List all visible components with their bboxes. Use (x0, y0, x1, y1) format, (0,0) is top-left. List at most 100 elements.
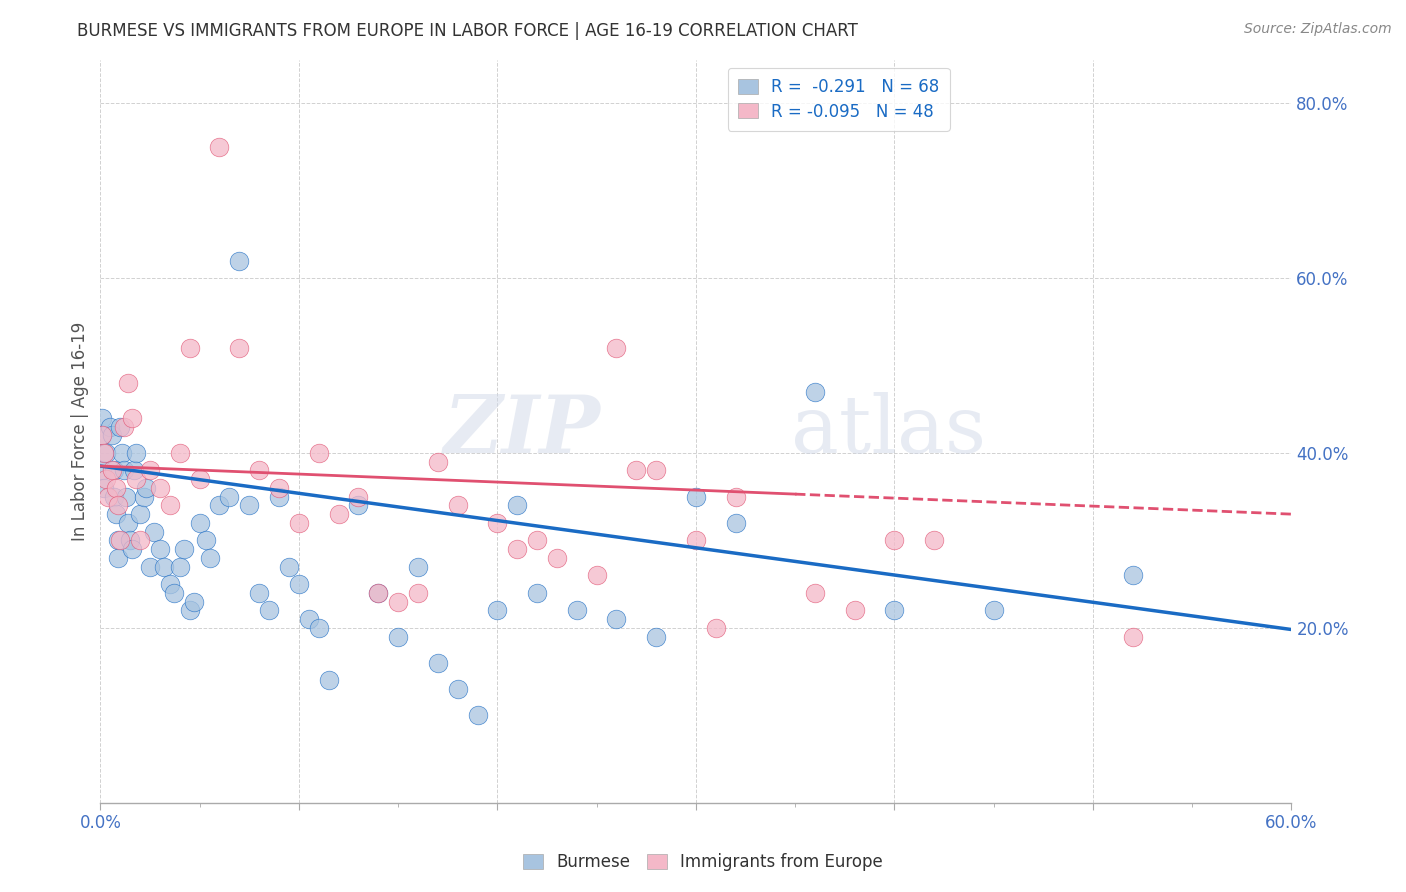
Point (406, 586, 429, 600)
Point (367, 586, 389, 600)
Point (120, 533, 142, 548)
Point (486, 516, 509, 530)
Point (883, 533, 905, 548)
Point (447, 681, 470, 696)
Point (121, 542, 143, 557)
Point (135, 481, 157, 495)
Point (107, 550, 129, 565)
Point (97, 490, 120, 504)
Point (685, 490, 707, 504)
Point (169, 446, 191, 460)
Point (129, 533, 152, 548)
Point (91, 428, 114, 442)
Text: Source: ZipAtlas.com: Source: ZipAtlas.com (1244, 22, 1392, 37)
Point (724, 516, 747, 530)
Point (112, 463, 135, 477)
Y-axis label: In Labor Force | Age 16-19: In Labor Force | Age 16-19 (72, 321, 89, 541)
Point (406, 559, 429, 574)
Point (91, 411, 114, 425)
Point (257, 603, 280, 617)
Point (107, 533, 129, 548)
Point (103, 490, 125, 504)
Point (238, 499, 260, 513)
Point (883, 603, 905, 617)
Point (149, 481, 172, 495)
Point (208, 140, 231, 154)
Point (132, 490, 155, 504)
Point (318, 673, 340, 688)
Point (804, 586, 827, 600)
Point (626, 463, 648, 477)
Point (526, 586, 548, 600)
Legend: Burmese, Immigrants from Europe: Burmese, Immigrants from Europe (515, 845, 891, 880)
Point (159, 499, 181, 513)
Point (546, 550, 568, 565)
Text: atlas: atlas (792, 392, 987, 470)
Point (108, 533, 131, 548)
Point (179, 603, 201, 617)
Point (111, 446, 134, 460)
Point (108, 419, 131, 434)
Point (704, 621, 727, 635)
Point (117, 376, 139, 390)
Point (922, 533, 945, 548)
Point (367, 586, 389, 600)
Point (506, 499, 529, 513)
Point (112, 419, 135, 434)
Point (163, 586, 186, 600)
Point (387, 594, 409, 608)
Point (347, 499, 370, 513)
Point (208, 499, 231, 513)
Point (218, 490, 240, 504)
Point (96, 446, 118, 460)
Point (447, 499, 470, 513)
Point (122, 463, 145, 477)
Legend: R =  -0.291   N = 68, R = -0.095   N = 48: R = -0.291 N = 68, R = -0.095 N = 48 (728, 68, 949, 130)
Text: ZIP: ZIP (444, 392, 600, 470)
Point (724, 490, 747, 504)
Point (198, 550, 221, 565)
Point (228, 341, 250, 355)
Point (93, 446, 115, 460)
Point (98, 419, 121, 434)
Point (328, 507, 350, 521)
Point (267, 481, 290, 495)
Point (101, 428, 124, 442)
Point (426, 455, 449, 469)
Point (288, 516, 311, 530)
Point (121, 411, 143, 425)
Point (115, 490, 138, 504)
Point (105, 507, 128, 521)
Point (247, 586, 270, 600)
Point (685, 533, 707, 548)
Point (844, 603, 866, 617)
Point (117, 516, 139, 530)
Point (585, 568, 607, 582)
Point (288, 577, 311, 591)
Point (467, 708, 489, 723)
Point (645, 463, 668, 477)
Point (486, 603, 509, 617)
Point (278, 559, 301, 574)
Point (605, 341, 627, 355)
Point (645, 630, 668, 644)
Point (426, 656, 449, 670)
Point (1122, 568, 1144, 582)
Point (159, 577, 181, 591)
Point (103, 463, 125, 477)
Point (247, 463, 270, 477)
Point (605, 612, 627, 626)
Point (139, 463, 162, 477)
Point (96, 472, 118, 486)
Point (173, 542, 195, 557)
Point (93, 481, 115, 495)
Point (308, 446, 330, 460)
Point (142, 524, 165, 539)
Point (125, 446, 148, 460)
Point (1122, 630, 1144, 644)
Point (101, 463, 124, 477)
Point (107, 499, 129, 513)
Point (183, 594, 205, 608)
Point (347, 490, 370, 504)
Point (91, 463, 114, 477)
